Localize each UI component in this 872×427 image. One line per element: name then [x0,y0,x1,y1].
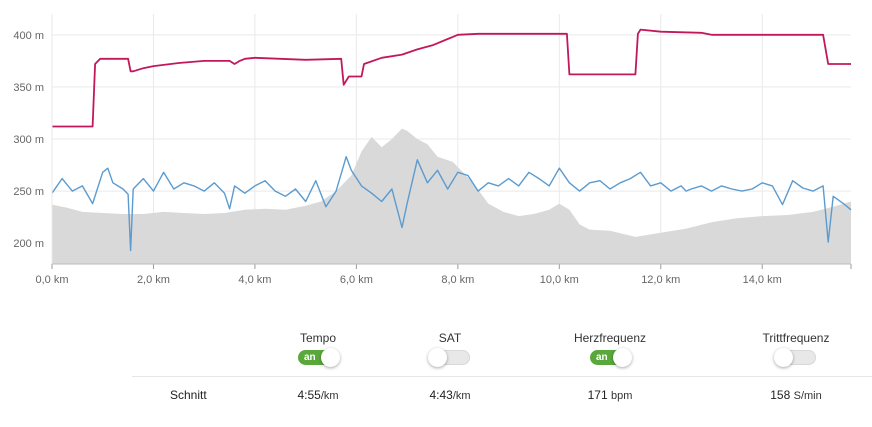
y-tick-label: 350 m [13,82,44,94]
summary-pace-unit: /km [320,390,339,402]
summary-cadence-value: 158 [770,388,791,402]
summary-cadence-unit: S/min [793,390,822,402]
toggle-heart-rate-group: Herzfrequenz an [550,330,670,367]
x-tick-label: 4,0 km [238,274,271,286]
y-tick-label: 300 m [13,134,44,146]
y-tick-label: 200 m [13,238,44,250]
toggle-heart-rate[interactable]: an [590,348,632,367]
y-tick-label: 250 m [13,186,44,198]
toggle-heart-rate-label: Herzfrequenz [573,331,647,345]
summary-label: Schnitt [170,388,207,402]
x-tick-label: 0,0 km [35,274,68,286]
x-tick-label: 14,0 km [743,274,782,286]
x-axis-ticks: 0,0 km 2,0 km 4,0 km 6,0 km 8,0 km 10,0 km 12,… [35,274,781,286]
x-tick-label: 10,0 km [540,274,579,286]
summary-pace: 4:55/km [248,388,388,402]
divider [132,376,872,377]
series-layer [51,28,852,264]
summary-heart-rate: 171 bpm [540,388,680,402]
toggle-sat-label: SAT [438,331,462,345]
summary-sat: 4:43/km [380,388,520,402]
toggle-knob [613,348,632,367]
pace-line [51,155,852,252]
summary-heart-rate-value: 171 [587,388,608,402]
summary-cadence: 158 S/min [726,388,866,402]
x-tick-label: 2,0 km [137,274,170,286]
chart: 200 m 250 m 300 m 350 m 400 m 0,0 km 2,0 km 4,… [13,14,852,286]
toggle-tempo[interactable]: an [298,348,340,367]
summary-row: Schnitt 4:55/km 4:43/km 171 bpm 158 S/mi… [0,388,872,408]
toggle-tempo-label: Tempo [299,331,337,345]
x-tick-label: 6,0 km [340,274,373,286]
summary-sat-unit: /km [452,390,471,402]
toggle-cadence-group: Trittfrequenz [736,330,856,367]
y-tick-label: 400 m [13,30,44,42]
y-axis-ticks: 200 m 250 m 300 m 350 m 400 m [13,30,44,250]
summary-heart-rate-unit: bpm [610,390,633,402]
heart-rate-line [52,28,851,128]
toggle-sat-group: SAT [390,330,510,367]
summary-pace-value: 4:55 [297,388,321,402]
x-tick-label: 12,0 km [641,274,680,286]
toggle-tempo-state: an [304,352,316,363]
toggle-knob [321,348,340,367]
toggle-cadence-label: Trittfrequenz [762,331,830,345]
toggle-cadence[interactable] [774,348,816,367]
summary-sat-value: 4:43 [429,388,453,402]
toggle-heart-rate-state: an [596,352,608,363]
series-toggles: Tempo an SAT Herzfrequenz an Trittfreque… [0,330,872,380]
toggle-knob [428,348,447,367]
axes [51,14,852,269]
toggle-tempo-group: Tempo an [258,330,378,367]
x-tick-label: 8,0 km [441,274,474,286]
toggle-knob [774,348,793,367]
elevation-area [52,128,851,264]
toggle-sat[interactable] [428,348,470,367]
